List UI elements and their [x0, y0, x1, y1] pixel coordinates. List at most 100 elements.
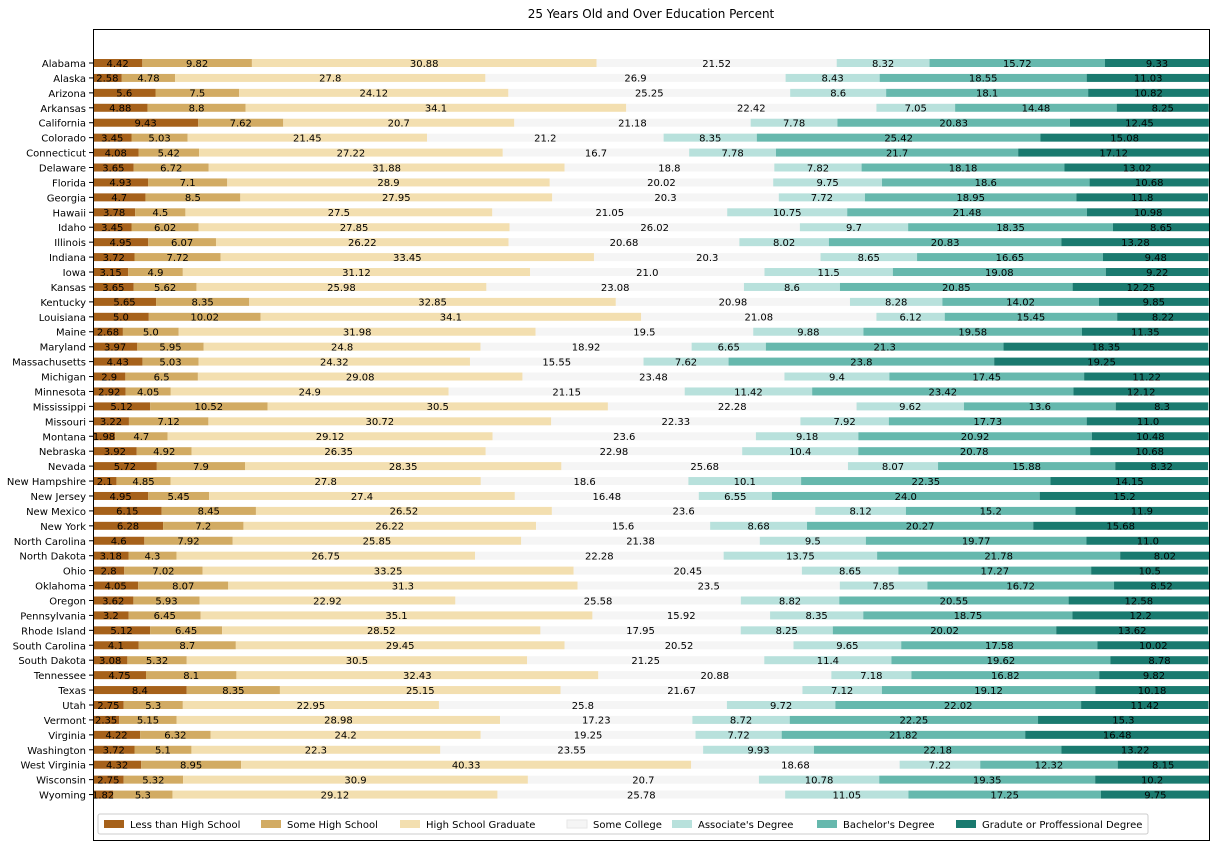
bar-segment-s3-r28 [480, 477, 689, 486]
legend-swatch-6 [956, 820, 976, 828]
data-label-s0-r31: 6.28 [117, 522, 139, 533]
data-label-s3-r3: 22.42 [737, 104, 766, 115]
data-label-s3-r20: 15.55 [542, 357, 571, 368]
bar-segment-s2-r42 [279, 686, 561, 695]
data-label-s6-r25: 10.48 [1136, 432, 1165, 443]
data-label-s2-r32: 25.85 [363, 537, 392, 548]
bar-segment-s4-r23 [856, 402, 964, 411]
bar-segment-s0-r5 [93, 133, 132, 142]
bar-segment-s2-r40 [186, 656, 528, 665]
data-label-s5-r20: 23.8 [850, 357, 872, 368]
data-label-s2-r7: 31.88 [372, 163, 401, 174]
bar-segment-s0-r22 [93, 387, 126, 396]
data-label-s4-r47: 7.22 [929, 761, 951, 772]
data-label-s5-r22: 23.42 [929, 387, 958, 398]
y-tick-label-colorado: Colorado [41, 134, 86, 145]
data-label-s1-r0: 9.82 [186, 59, 208, 70]
data-label-s3-r46: 23.55 [557, 746, 586, 757]
data-label-s0-r34: 2.8 [101, 566, 117, 577]
bar-segment-s0-r9 [93, 193, 146, 202]
legend-label-5: Bachelor's Degree [843, 820, 935, 831]
bar-segment-s0-r27 [93, 462, 157, 471]
data-label-s2-r30: 26.52 [390, 507, 419, 518]
bar-segment-s5-r36 [839, 596, 1069, 605]
bar-segment-s5-r33 [877, 551, 1121, 560]
bar-segment-s3-r30 [551, 506, 816, 515]
bar-segment-s1-r12 [148, 238, 216, 247]
bar-segment-s1-r1 [121, 73, 176, 82]
data-label-s0-r16: 5.65 [113, 298, 135, 309]
bar-segment-s5-r0 [929, 59, 1105, 67]
bar-segment-s0-r48 [93, 775, 124, 784]
bar-segment-s5-r1 [879, 73, 1087, 82]
data-label-s2-r35: 31.3 [392, 581, 414, 592]
bar-segment-s5-r6 [775, 148, 1019, 157]
data-label-s4-r45: 7.72 [727, 731, 749, 742]
bar-segment-s2-r41 [236, 671, 599, 680]
data-label-s3-r49: 25.78 [627, 790, 656, 801]
bar-segment-s0-r32 [93, 536, 145, 545]
bar-segment-s3-r41 [598, 671, 832, 680]
data-label-s2-r36: 22.92 [313, 596, 342, 607]
bar-segment-s1-r49 [113, 790, 173, 799]
data-label-s6-r8: 10.68 [1135, 178, 1164, 189]
bar-segment-s2-r30 [255, 506, 552, 515]
y-tick-label-ohio: Ohio [63, 567, 86, 578]
data-label-s0-r3: 4.88 [109, 104, 131, 115]
bar-segment-s6-r37 [1072, 611, 1209, 620]
bar-segment-s2-r32 [232, 536, 522, 545]
data-label-s4-r15: 8.6 [784, 283, 800, 294]
bar-segment-s0-r45 [93, 730, 141, 739]
bar-segment-s0-r46 [93, 745, 135, 754]
data-label-s5-r33: 21.78 [984, 551, 1013, 562]
data-label-s2-r11: 27.85 [340, 223, 369, 234]
bar-segment-s5-r24 [888, 417, 1087, 426]
bar-segment-s5-r9 [864, 193, 1077, 202]
bar-segment-s1-r40 [127, 656, 187, 665]
data-label-s5-r27: 15.88 [1012, 462, 1041, 473]
bar-segment-s6-r40 [1110, 656, 1209, 665]
bar-segment-s5-r42 [881, 686, 1096, 695]
bar-segment-s3-r24 [551, 417, 801, 426]
bar-segment-s0-r10 [93, 208, 136, 217]
bar-segment-s0-r3 [93, 103, 148, 112]
data-label-s4-r6: 7.78 [721, 148, 743, 159]
data-label-s6-r6: 17.12 [1099, 148, 1128, 159]
bar-segment-s4-r11 [799, 223, 909, 232]
y-tick-label-texas: Texas [57, 686, 86, 697]
bar-segment-s6-r12 [1061, 238, 1210, 247]
bar-segment-s5-r25 [858, 432, 1092, 441]
data-label-s2-r48: 30.9 [344, 775, 366, 786]
bar-segment-s6-r4 [1069, 118, 1209, 127]
legend-label-6: Gradute or Proffessional Degree [982, 820, 1142, 831]
bar-segment-s2-r45 [210, 730, 481, 739]
bar-segment-s1-r0 [142, 59, 252, 67]
data-label-s4-r14: 11.5 [818, 268, 840, 279]
bar-segment-s1-r34 [124, 566, 203, 575]
bar-segment-s4-r34 [801, 566, 899, 575]
bar-segment-s4-r18 [753, 327, 864, 336]
data-label-s1-r18: 5.0 [143, 328, 159, 339]
bar-segment-s5-r44 [789, 715, 1039, 724]
data-label-s4-r46: 9.93 [747, 746, 769, 757]
bar-segment-s6-r22 [1073, 387, 1209, 396]
data-label-s1-r22: 4.05 [137, 387, 159, 398]
bar-segment-s2-r20 [198, 357, 470, 366]
bar-segment-s4-r37 [770, 611, 864, 620]
data-label-s3-r19: 18.92 [572, 342, 601, 353]
bar-segment-s2-r28 [170, 477, 481, 486]
bar-segment-s4-r28 [688, 477, 802, 486]
data-label-s1-r26: 4.92 [153, 447, 175, 458]
bar-segment-s0-r17 [93, 312, 149, 321]
y-tick-label-new-mexico: New Mexico [26, 507, 86, 518]
data-label-s6-r48: 10.2 [1141, 775, 1163, 786]
data-label-s3-r32: 21.38 [626, 537, 655, 548]
bar-segment-s3-r0 [596, 59, 837, 67]
data-label-s1-r9: 8.5 [185, 193, 201, 204]
bar-segment-s1-r10 [135, 208, 186, 217]
data-label-s1-r10: 4.5 [152, 208, 168, 219]
data-label-s4-r1: 8.43 [821, 74, 843, 85]
data-label-s4-r24: 7.92 [833, 417, 855, 428]
data-label-s5-r49: 17.25 [990, 790, 1019, 801]
bar-segment-s4-r35 [839, 581, 928, 590]
